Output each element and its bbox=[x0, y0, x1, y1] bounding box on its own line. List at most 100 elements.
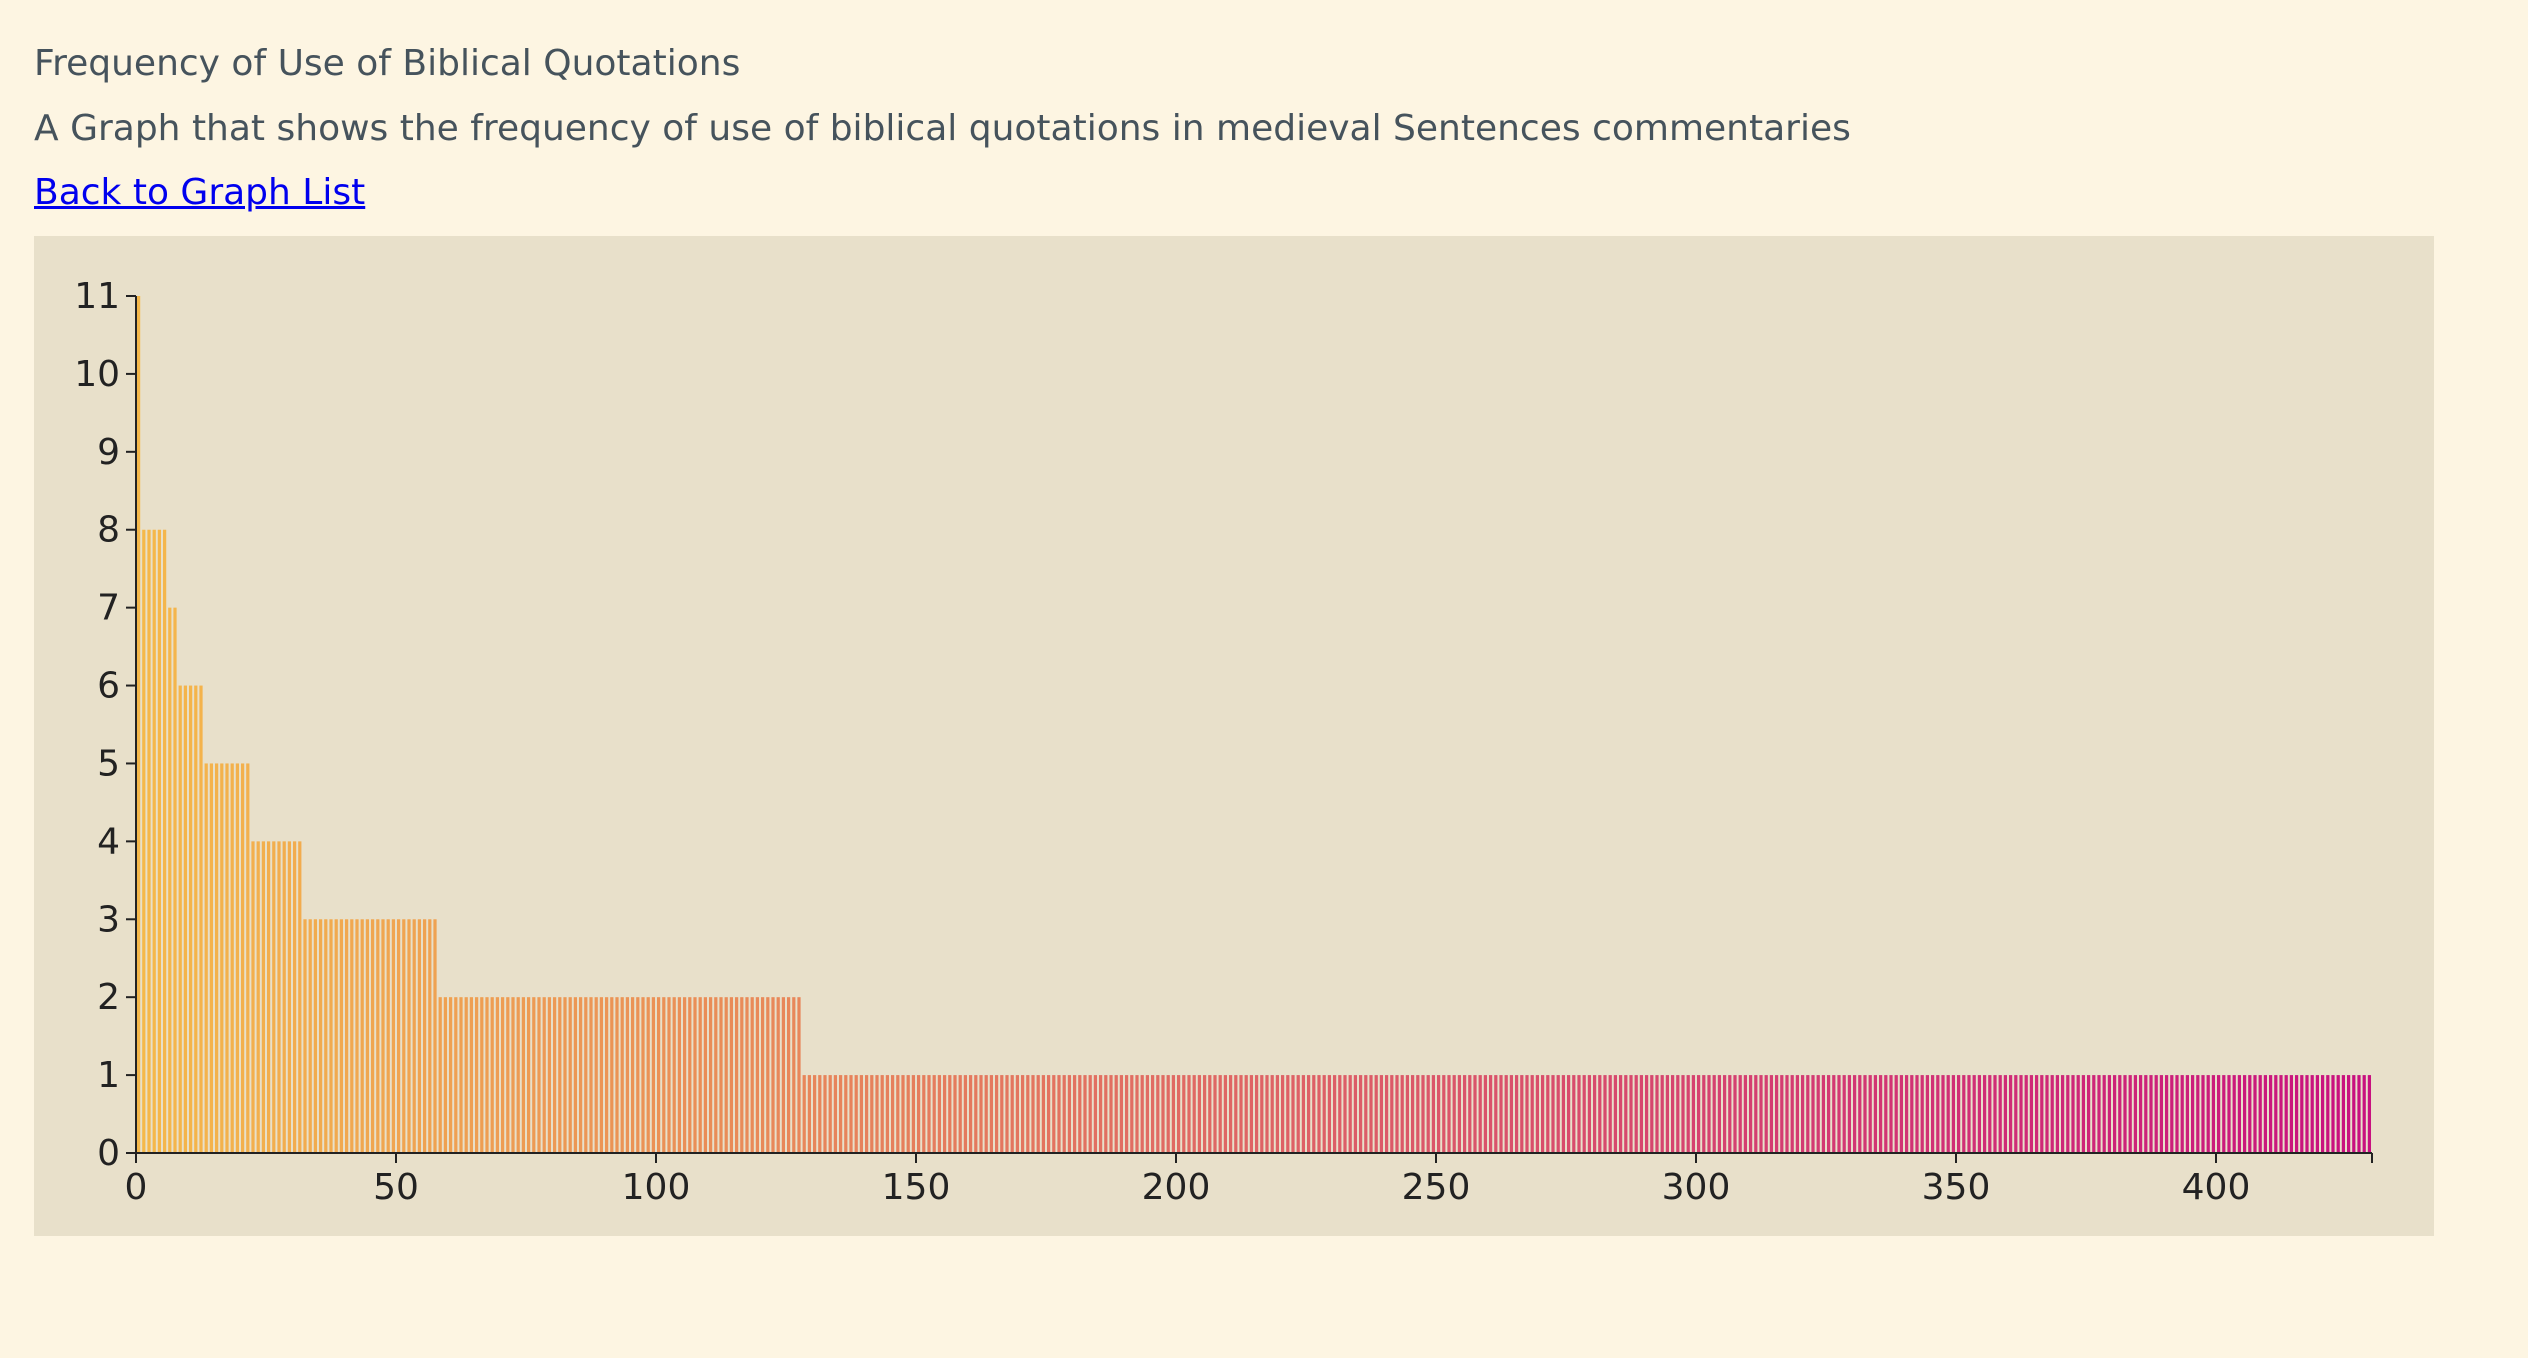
bar-91 bbox=[610, 997, 614, 1153]
bar-333 bbox=[1868, 1075, 1872, 1153]
bar-96 bbox=[636, 997, 640, 1153]
bar-354 bbox=[1977, 1075, 1982, 1153]
bar-39 bbox=[339, 919, 344, 1153]
bar-209 bbox=[1223, 1075, 1228, 1153]
bars-group bbox=[136, 296, 2372, 1153]
bar-330 bbox=[1852, 1075, 1857, 1153]
bar-42 bbox=[355, 919, 359, 1153]
bar-159 bbox=[963, 1075, 968, 1153]
bar-140 bbox=[864, 1075, 869, 1153]
bar-321 bbox=[1806, 1075, 1810, 1153]
x-tick-label-100: 100 bbox=[622, 1167, 691, 1208]
bar-178 bbox=[1062, 1075, 1066, 1153]
bar-296 bbox=[1676, 1075, 1680, 1153]
bar-213 bbox=[1244, 1075, 1248, 1153]
bar-387 bbox=[2149, 1075, 2153, 1153]
bar-73 bbox=[516, 997, 520, 1153]
bar-407 bbox=[2253, 1075, 2257, 1153]
bar-225 bbox=[1306, 1075, 1311, 1153]
bar-264 bbox=[1509, 1075, 1514, 1153]
bar-160 bbox=[968, 1075, 973, 1153]
bar-295 bbox=[1670, 1075, 1675, 1153]
bar-114 bbox=[729, 997, 734, 1153]
bar-17 bbox=[225, 763, 229, 1153]
bar-405 bbox=[2242, 1075, 2247, 1153]
bar-190 bbox=[1124, 1075, 1129, 1153]
bar-421 bbox=[2326, 1075, 2330, 1153]
bar-211 bbox=[1234, 1075, 1238, 1153]
bar-251 bbox=[1442, 1075, 1446, 1153]
bar-15 bbox=[214, 763, 219, 1153]
bar-423 bbox=[2336, 1075, 2340, 1153]
bar-291 bbox=[1650, 1075, 1654, 1153]
bar-364 bbox=[2029, 1075, 2034, 1153]
bar-198 bbox=[1166, 1075, 1170, 1153]
bar-139 bbox=[859, 1075, 864, 1153]
bar-188 bbox=[1114, 1075, 1118, 1153]
bar-390 bbox=[2164, 1075, 2169, 1153]
bar-350 bbox=[1956, 1075, 1961, 1153]
bar-309 bbox=[1743, 1075, 1748, 1153]
bar-317 bbox=[1785, 1075, 1789, 1153]
bar-76 bbox=[532, 997, 536, 1153]
bar-397 bbox=[2201, 1075, 2205, 1153]
bar-86 bbox=[584, 997, 588, 1153]
bar-207 bbox=[1213, 1075, 1217, 1153]
y-tick-label-0: 0 bbox=[97, 1133, 120, 1174]
y-tick-label-9: 9 bbox=[97, 432, 120, 473]
bar-81 bbox=[558, 997, 562, 1153]
bar-266 bbox=[1520, 1075, 1524, 1153]
bar-105 bbox=[682, 997, 687, 1153]
bar-122 bbox=[771, 997, 775, 1153]
bar-142 bbox=[875, 1075, 879, 1153]
bar-75 bbox=[526, 997, 531, 1153]
bar-368 bbox=[2050, 1075, 2054, 1153]
bar-427 bbox=[2357, 1075, 2361, 1153]
bar-274 bbox=[1561, 1075, 1566, 1153]
bar-185 bbox=[1098, 1075, 1103, 1153]
bar-63 bbox=[464, 997, 468, 1153]
bar-242 bbox=[1395, 1075, 1399, 1153]
bar-300 bbox=[1696, 1075, 1701, 1153]
bar-40 bbox=[344, 919, 349, 1153]
bar-262 bbox=[1499, 1075, 1503, 1153]
bar-325 bbox=[1826, 1075, 1831, 1153]
bar-234 bbox=[1353, 1075, 1358, 1153]
back-to-graph-list-link[interactable]: Back to Graph List bbox=[34, 172, 366, 213]
bar-116 bbox=[740, 997, 744, 1153]
frequency-bar-chart: 0 1 2 3 4 5 6 7 8 9 10 11 0 50 100 150 200 250 300 350 400 bbox=[74, 276, 2373, 1208]
y-tick-label-3: 3 bbox=[97, 899, 120, 940]
bar-149 bbox=[911, 1075, 916, 1153]
bar-119 bbox=[755, 997, 760, 1153]
bar-113 bbox=[724, 997, 728, 1153]
bar-100 bbox=[656, 997, 661, 1153]
bar-328 bbox=[1842, 1075, 1846, 1153]
bar-408 bbox=[2258, 1075, 2262, 1153]
bar-199 bbox=[1171, 1075, 1176, 1153]
bar-230 bbox=[1332, 1075, 1337, 1153]
bar-362 bbox=[2019, 1075, 2023, 1153]
page-title: Frequency of Use of Biblical Quotations bbox=[34, 43, 741, 84]
bar-419 bbox=[2315, 1075, 2320, 1153]
bar-420 bbox=[2320, 1075, 2325, 1153]
bar-6 bbox=[168, 607, 172, 1153]
bar-130 bbox=[812, 1075, 817, 1153]
bar-289 bbox=[1639, 1075, 1644, 1153]
bar-177 bbox=[1057, 1075, 1061, 1153]
bar-412 bbox=[2279, 1075, 2283, 1153]
bar-174 bbox=[1041, 1075, 1046, 1153]
bar-129 bbox=[807, 1075, 812, 1153]
bar-422 bbox=[2331, 1075, 2335, 1153]
bar-383 bbox=[2128, 1075, 2132, 1153]
bar-37 bbox=[329, 919, 333, 1153]
bar-147 bbox=[901, 1075, 905, 1153]
bar-51 bbox=[402, 919, 406, 1153]
bar-308 bbox=[1738, 1075, 1742, 1153]
bar-202 bbox=[1187, 1075, 1191, 1153]
x-tick-label-400: 400 bbox=[2182, 1167, 2251, 1208]
bar-314 bbox=[1769, 1075, 1774, 1153]
bar-65 bbox=[474, 997, 479, 1153]
bar-12 bbox=[199, 685, 203, 1153]
bar-31 bbox=[298, 841, 302, 1153]
bar-360 bbox=[2008, 1075, 2013, 1153]
